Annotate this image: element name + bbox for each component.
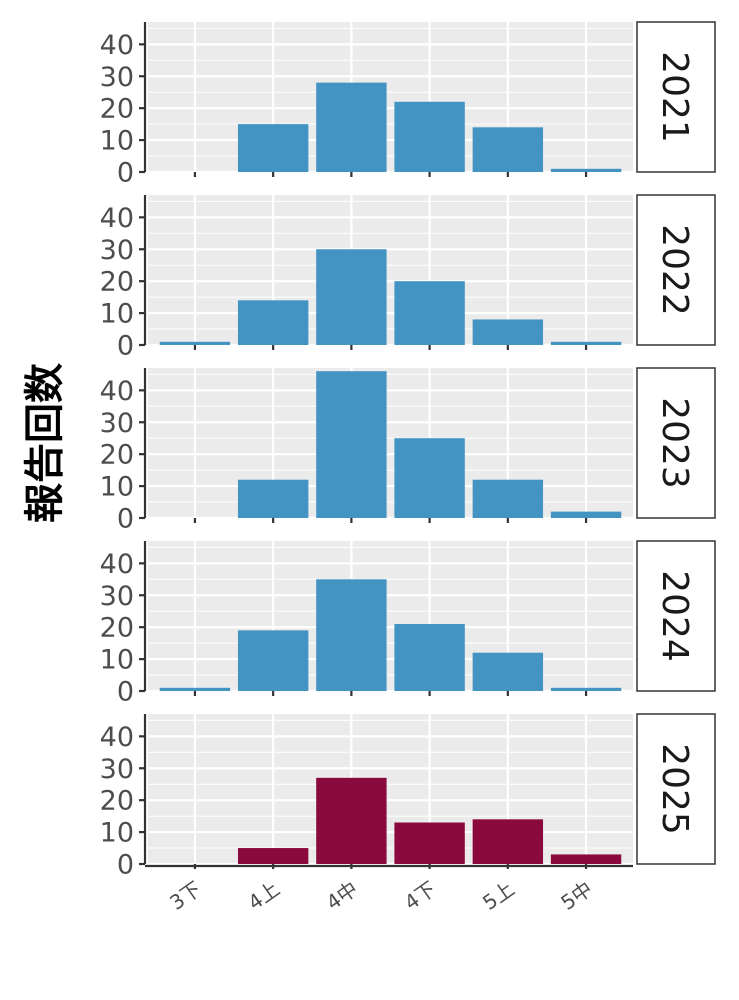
panel-background <box>148 195 633 345</box>
y-tick-label: 20 <box>100 267 134 298</box>
bar-2022-5中 <box>550 341 622 345</box>
facet-strip <box>636 21 716 173</box>
bar-2021-5上 <box>472 127 544 172</box>
y-tick-label: 10 <box>100 299 134 330</box>
facet-strip <box>636 713 716 865</box>
bar-2025-5上 <box>472 819 544 864</box>
y-tick-label: 20 <box>100 613 134 644</box>
bar-2024-4上 <box>237 630 309 691</box>
bar-2023-5上 <box>472 479 544 518</box>
y-tick-label: 20 <box>100 94 134 125</box>
y-tick-label: 0 <box>117 850 134 881</box>
y-tick-label: 20 <box>100 440 134 471</box>
bar-2024-4下 <box>394 623 465 691</box>
bar-2022-4中 <box>316 249 387 345</box>
y-tick-label: 20 <box>100 786 134 817</box>
x-tick-label: 5上 <box>478 876 519 914</box>
y-tick-label: 30 <box>100 62 134 93</box>
bar-2023-4下 <box>394 438 465 518</box>
panel-background <box>148 541 633 691</box>
panel-background <box>148 368 633 518</box>
y-tick-label: 30 <box>100 754 134 785</box>
facet-strip-label: 2022 <box>654 224 695 316</box>
x-axis: 3下 4上 4中 4下 5上 5中 <box>145 864 633 915</box>
x-tick-label: 4上 <box>243 876 284 914</box>
y-tick-label: 40 <box>100 549 134 580</box>
facet-strip <box>636 367 716 519</box>
facet-strip-label: 2025 <box>654 743 695 835</box>
y-tick-label: 0 <box>117 331 134 362</box>
facet-strip-label: 2023 <box>654 397 695 489</box>
y-axis-label: 報告回数 <box>22 363 68 523</box>
bar-2024-3下 <box>159 687 231 691</box>
y-tick-label: 30 <box>100 581 134 612</box>
y-tick-label: 10 <box>100 645 134 676</box>
panel-background <box>148 22 633 172</box>
bar-2024-5上 <box>472 652 544 691</box>
x-tick-label: 3下 <box>165 876 206 914</box>
y-tick-label: 40 <box>100 203 134 234</box>
bar-2023-4上 <box>237 479 309 518</box>
bar-2021-4上 <box>237 124 309 172</box>
bar-2022-4上 <box>237 300 309 345</box>
y-tick-label: 0 <box>117 677 134 708</box>
y-tick-label: 0 <box>117 504 134 535</box>
y-tick-label: 10 <box>100 818 134 849</box>
x-tick-label: 4中 <box>322 876 363 914</box>
y-tick-label: 10 <box>100 126 134 157</box>
bar-2023-5中 <box>550 511 622 518</box>
panel-background <box>148 714 633 864</box>
bar-2022-3下 <box>159 341 231 345</box>
x-tick-label: 4下 <box>400 876 441 914</box>
y-tick-label: 40 <box>100 376 134 407</box>
bar-2022-4下 <box>394 281 465 345</box>
y-tick-label: 30 <box>100 408 134 439</box>
y-tick-label: 40 <box>100 722 134 753</box>
facet-strip-label: 2024 <box>654 570 695 662</box>
bar-2024-5中 <box>550 687 622 691</box>
facet-strip <box>636 194 716 346</box>
facet-strip-label: 2021 <box>654 51 695 143</box>
bar-2021-5中 <box>550 168 622 172</box>
bar-2025-5中 <box>550 854 622 864</box>
y-tick-label: 0 <box>117 158 134 189</box>
y-tick-label: 40 <box>100 30 134 61</box>
y-tick-label: 10 <box>100 472 134 503</box>
y-tick-label: 30 <box>100 235 134 266</box>
bar-2023-4中 <box>316 371 387 518</box>
bar-2022-5上 <box>472 319 544 345</box>
facet-strip <box>636 540 716 692</box>
bar-2025-4上 <box>237 848 309 864</box>
bar-2025-4中 <box>316 777 387 864</box>
bar-2021-4下 <box>394 101 465 172</box>
bar-2024-4中 <box>316 579 387 691</box>
facet-panels: 0102030402021010203040202201020304020230… <box>100 21 716 881</box>
bar-2025-4下 <box>394 822 465 864</box>
bar-2021-4中 <box>316 82 387 172</box>
x-tick-label: 5中 <box>556 876 597 914</box>
